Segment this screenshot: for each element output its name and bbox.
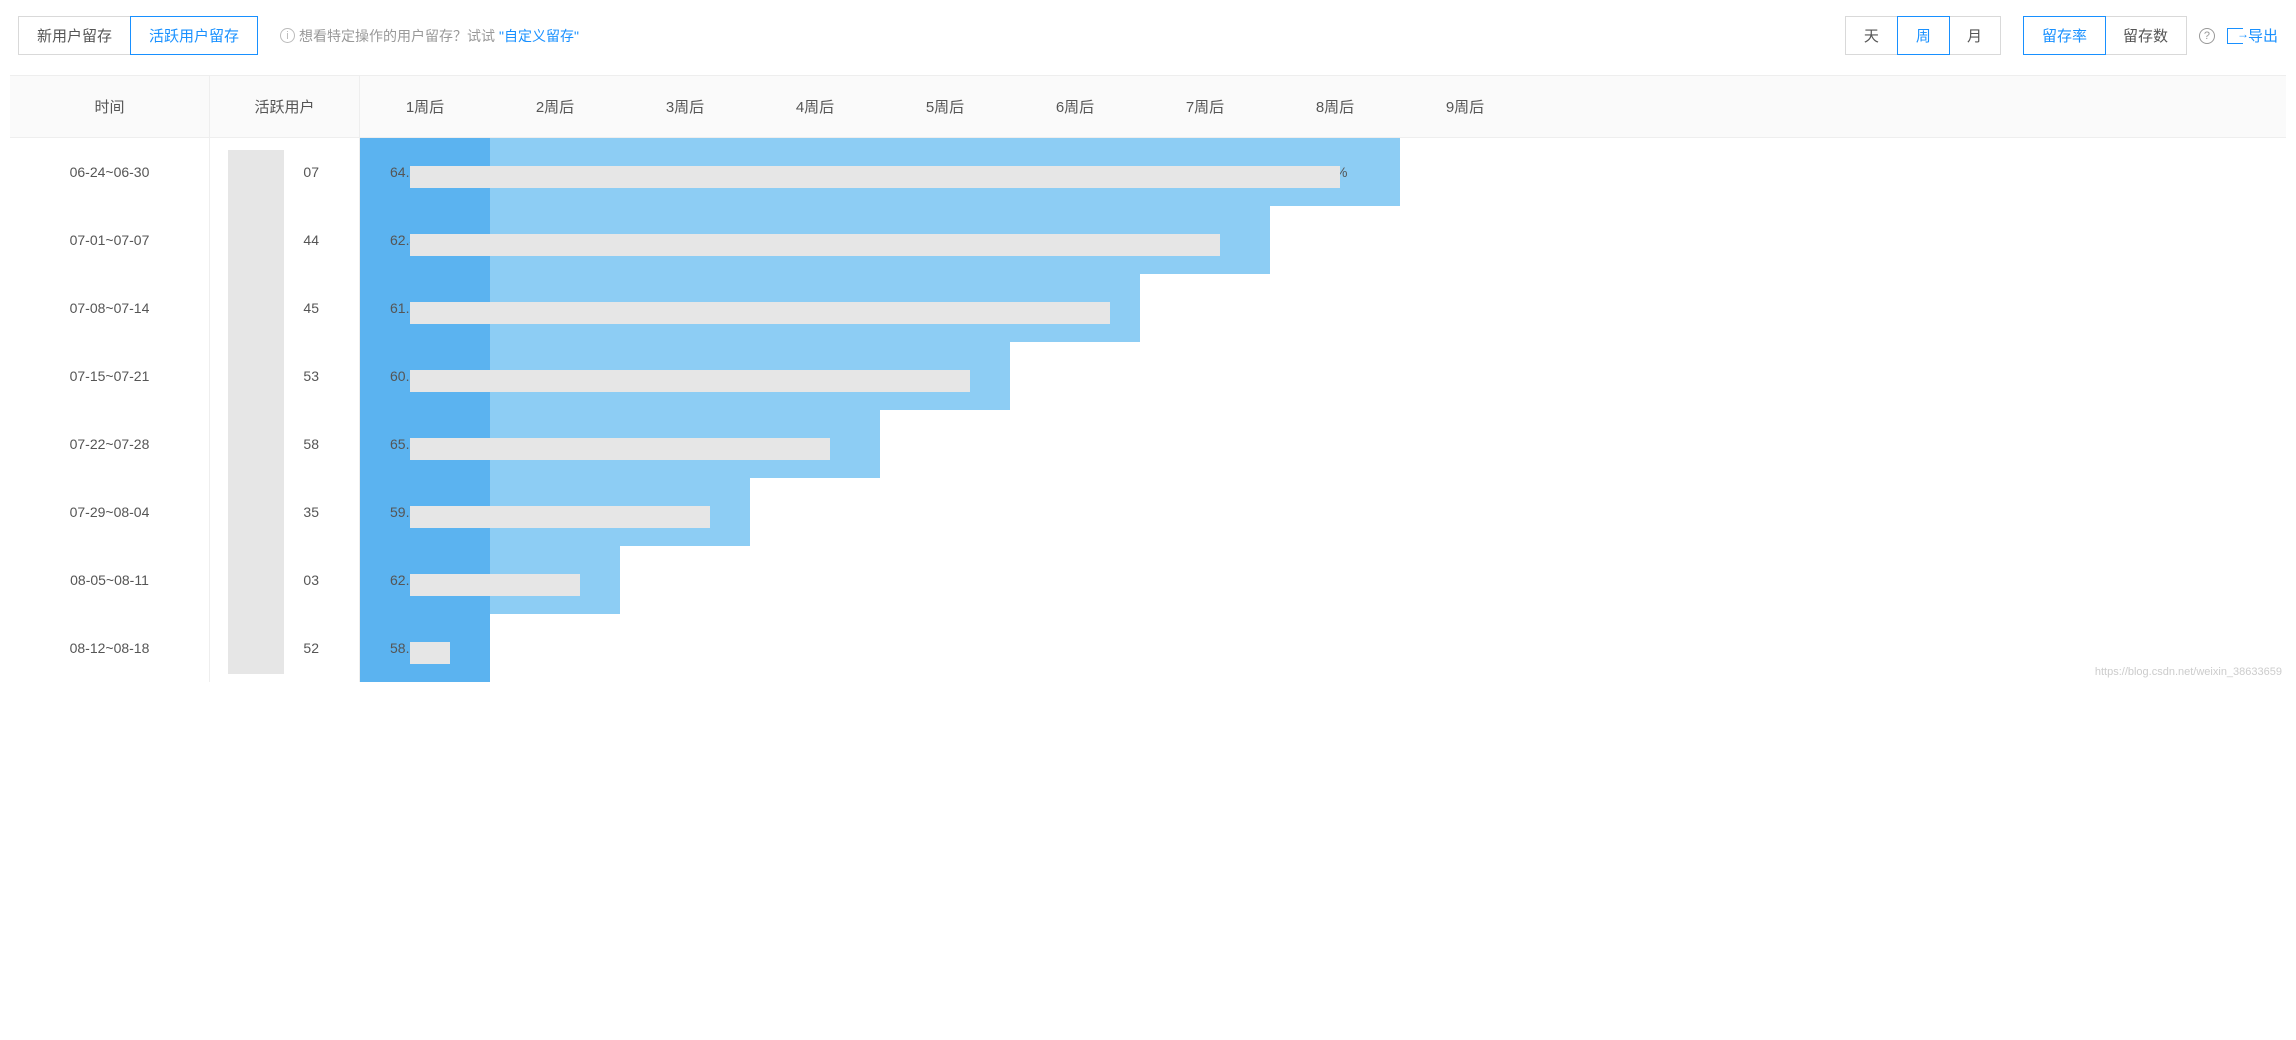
cell-retention xyxy=(1140,410,1270,478)
cell-retention xyxy=(1010,614,1140,682)
redaction-bar xyxy=(410,234,1220,256)
header-week: 6周后 xyxy=(1010,76,1140,137)
redaction-block-users xyxy=(228,150,284,674)
period-month[interactable]: 月 xyxy=(1949,17,2000,54)
header-week: 3周后 xyxy=(620,76,750,137)
export-icon xyxy=(2227,28,2243,44)
cell-retention xyxy=(750,614,880,682)
cell-retention xyxy=(1270,206,1400,274)
hint-prefix: 想看特定操作的用户留存？试试 xyxy=(299,26,495,46)
period-selector: 天 周 月 xyxy=(1845,16,2001,55)
cell-retention xyxy=(1400,206,1530,274)
export-button[interactable]: 导出 xyxy=(2227,25,2278,46)
header-time: 时间 xyxy=(10,76,210,137)
cell-retention xyxy=(750,478,880,546)
info-icon: i xyxy=(280,28,295,43)
cell-retention xyxy=(1270,342,1400,410)
cell-time: 07-22~07-28 xyxy=(10,410,210,478)
cell-retention xyxy=(1010,342,1140,410)
header-active-users: 活跃用户 xyxy=(210,76,360,137)
cell-retention xyxy=(620,614,750,682)
cell-retention xyxy=(880,546,1010,614)
tab-active-users[interactable]: 活跃用户留存 xyxy=(130,16,258,55)
cell-time: 06-24~06-30 xyxy=(10,138,210,206)
header-week: 4周后 xyxy=(750,76,880,137)
cell-retention xyxy=(620,546,750,614)
cell-time: 07-15~07-21 xyxy=(10,342,210,410)
cell-retention xyxy=(1270,410,1400,478)
export-label: 导出 xyxy=(2248,25,2278,46)
watermark: https://blog.csdn.net/weixin_38633659 xyxy=(2095,666,2282,678)
redaction-bar xyxy=(410,574,580,596)
header-week: 5周后 xyxy=(880,76,1010,137)
cell-retention xyxy=(880,614,1010,682)
redaction-bar xyxy=(410,438,830,460)
cell-retention xyxy=(1270,546,1400,614)
cell-retention xyxy=(1140,546,1270,614)
table-row: 08-05~08-110362.87%57.61% xyxy=(10,546,2286,614)
cell-retention xyxy=(880,410,1010,478)
retention-table: 时间 活跃用户 1周后 2周后 3周后 4周后 5周后 6周后 7周后 8周后 … xyxy=(10,75,2286,682)
cell-time: 07-29~08-04 xyxy=(10,478,210,546)
tab-new-users[interactable]: 新用户留存 xyxy=(19,17,131,54)
cell-retention xyxy=(1400,478,1530,546)
table-row: 07-08~07-144561.07%51.00%50.47%47.65%44.… xyxy=(10,274,2286,342)
retention-type-tabs: 新用户留存 活跃用户留存 xyxy=(18,16,258,55)
table-body: 06-24~06-300764.56%57.68%53.08%47.2%46.2… xyxy=(10,138,2286,682)
redaction-bar xyxy=(410,302,1110,324)
cell-retention xyxy=(1400,614,1530,682)
hint-text: i 想看特定操作的用户留存？试试 "自定义留存" xyxy=(280,26,579,46)
table-row: 07-22~07-285865.05%58.07%55.70%51.41% xyxy=(10,410,2286,478)
redaction-bar xyxy=(410,166,1340,188)
cell-retention xyxy=(1010,410,1140,478)
cell-retention xyxy=(1270,478,1400,546)
cell-time: 07-01~07-07 xyxy=(10,206,210,274)
cell-retention xyxy=(1400,410,1530,478)
metric-count[interactable]: 留存数 xyxy=(2105,17,2186,54)
custom-retention-link[interactable]: "自定义留存" xyxy=(499,26,579,46)
table-row: 07-29~08-043559.72%54.60%51.81% xyxy=(10,478,2286,546)
header-week: 2周后 xyxy=(490,76,620,137)
period-day[interactable]: 天 xyxy=(1846,17,1898,54)
header-week: 1周后 xyxy=(360,76,490,137)
cell-time: 08-12~08-18 xyxy=(10,614,210,682)
cell-retention xyxy=(1140,342,1270,410)
header-week: 7周后 xyxy=(1140,76,1270,137)
metric-selector: 留存率 留存数 xyxy=(2023,16,2187,55)
redaction-bar xyxy=(410,642,450,664)
cell-retention xyxy=(750,546,880,614)
cell-retention xyxy=(1400,138,1530,206)
cell-retention xyxy=(490,614,620,682)
cell-retention xyxy=(1400,274,1530,342)
redaction-bar xyxy=(410,370,970,392)
header-week: 8周后 xyxy=(1270,76,1400,137)
cell-retention xyxy=(1400,342,1530,410)
cell-retention xyxy=(1270,274,1400,342)
cell-retention xyxy=(1270,614,1400,682)
cell-retention xyxy=(1010,546,1140,614)
metric-rate[interactable]: 留存率 xyxy=(2023,16,2106,55)
table-header-row: 时间 活跃用户 1周后 2周后 3周后 4周后 5周后 6周后 7周后 8周后 … xyxy=(10,76,2286,138)
cell-retention xyxy=(1400,546,1530,614)
cell-retention xyxy=(1140,478,1270,546)
cell-retention xyxy=(1140,274,1270,342)
toolbar: 新用户留存 活跃用户留存 i 想看特定操作的用户留存？试试 "自定义留存" 天 … xyxy=(10,10,2286,69)
cell-retention xyxy=(880,478,1010,546)
table-row: 08-12~08-185258.04% xyxy=(10,614,2286,682)
cell-retention xyxy=(1140,614,1270,682)
redaction-bar xyxy=(410,506,710,528)
cell-retention xyxy=(1010,478,1140,546)
cell-time: 07-08~07-14 xyxy=(10,274,210,342)
help-icon[interactable]: ? xyxy=(2199,28,2215,44)
table-row: 07-15~07-215360.30%52.70%49.74%45.97%46.… xyxy=(10,342,2286,410)
period-week[interactable]: 周 xyxy=(1897,16,1950,55)
cell-time: 08-05~08-11 xyxy=(10,546,210,614)
header-week: 9周后 xyxy=(1400,76,1530,137)
